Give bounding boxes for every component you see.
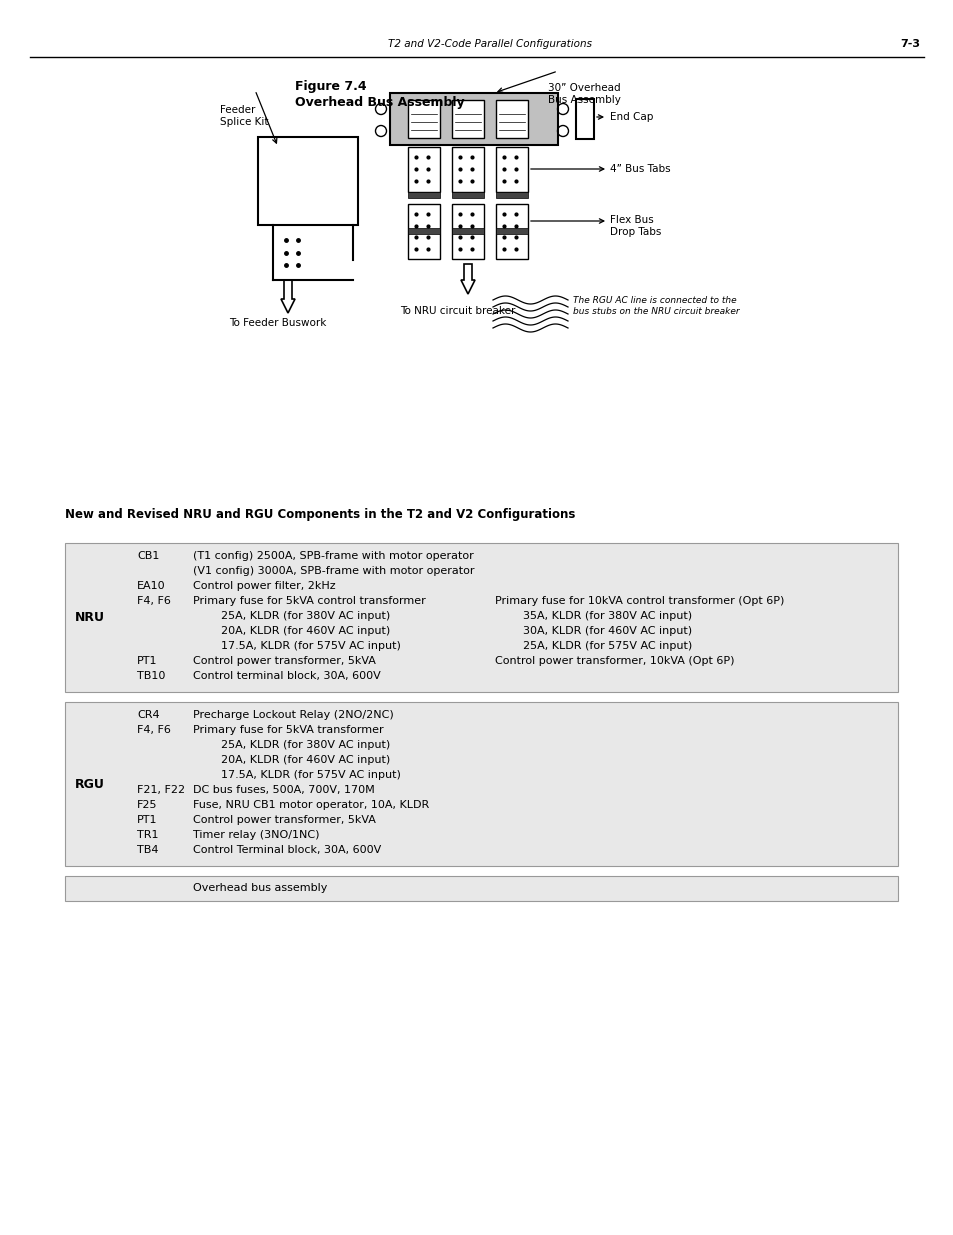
Text: Control terminal block, 30A, 600V: Control terminal block, 30A, 600V — [193, 671, 380, 680]
Bar — [408, 191, 439, 198]
Bar — [408, 228, 439, 233]
Bar — [390, 93, 558, 144]
Bar — [408, 147, 439, 191]
Bar — [408, 100, 439, 138]
Text: PT1: PT1 — [137, 815, 157, 825]
Bar — [452, 204, 483, 259]
Text: Control power transformer, 10kVA (Opt 6P): Control power transformer, 10kVA (Opt 6P… — [495, 656, 734, 666]
Text: 17.5A, KLDR (for 575V AC input): 17.5A, KLDR (for 575V AC input) — [193, 769, 400, 781]
Bar — [65, 701, 897, 866]
Text: (V1 config) 3000A, SPB-frame with motor operator: (V1 config) 3000A, SPB-frame with motor … — [193, 566, 474, 576]
Text: Control power transformer, 5kVA: Control power transformer, 5kVA — [193, 815, 375, 825]
Text: The RGU AC line is connected to the
bus stubs on the NRU circuit breaker: The RGU AC line is connected to the bus … — [573, 296, 739, 316]
Text: CB1: CB1 — [137, 551, 159, 561]
Text: To NRU circuit breaker: To NRU circuit breaker — [400, 306, 516, 316]
Text: Primary fuse for 5kVA transformer: Primary fuse for 5kVA transformer — [193, 725, 383, 735]
Bar — [408, 204, 439, 259]
Text: 25A, KLDR (for 380V AC input): 25A, KLDR (for 380V AC input) — [193, 611, 390, 621]
Bar — [496, 147, 527, 191]
Text: 25A, KLDR (for 575V AC input): 25A, KLDR (for 575V AC input) — [495, 641, 692, 651]
Text: End Cap: End Cap — [609, 112, 653, 122]
Text: Feeder
Splice Kit: Feeder Splice Kit — [220, 105, 268, 127]
Text: Timer relay (3NO/1NC): Timer relay (3NO/1NC) — [193, 830, 319, 840]
Text: CR4: CR4 — [137, 710, 159, 720]
Text: Overhead Bus Assembly: Overhead Bus Assembly — [294, 96, 464, 109]
Text: Fuse, NRU CB1 motor operator, 10A, KLDR: Fuse, NRU CB1 motor operator, 10A, KLDR — [193, 800, 429, 810]
Text: F21, F22: F21, F22 — [137, 785, 185, 795]
Bar — [452, 228, 483, 233]
Bar — [257, 137, 357, 225]
Bar — [496, 204, 527, 259]
FancyArrow shape — [460, 264, 475, 294]
Text: Flex Bus
Drop Tabs: Flex Bus Drop Tabs — [609, 215, 660, 237]
Text: F4, F6: F4, F6 — [137, 597, 171, 606]
Text: PT1: PT1 — [137, 656, 157, 666]
Text: RGU: RGU — [75, 778, 105, 790]
Bar — [496, 191, 527, 198]
Bar — [452, 100, 483, 138]
Text: 35A, KLDR (for 380V AC input): 35A, KLDR (for 380V AC input) — [495, 611, 691, 621]
Text: T2 and V2-Code Parallel Configurations: T2 and V2-Code Parallel Configurations — [388, 40, 592, 49]
Bar — [496, 228, 527, 233]
Bar — [576, 99, 594, 140]
Text: DC bus fuses, 500A, 700V, 170M: DC bus fuses, 500A, 700V, 170M — [193, 785, 375, 795]
Text: (T1 config) 2500A, SPB-frame with motor operator: (T1 config) 2500A, SPB-frame with motor … — [193, 551, 474, 561]
Text: Precharge Lockout Relay (2NO/2NC): Precharge Lockout Relay (2NO/2NC) — [193, 710, 394, 720]
Text: TB4: TB4 — [137, 845, 158, 855]
Text: Overhead bus assembly: Overhead bus assembly — [193, 883, 327, 893]
Text: Figure 7.4: Figure 7.4 — [294, 80, 366, 93]
Text: Control Terminal block, 30A, 600V: Control Terminal block, 30A, 600V — [193, 845, 381, 855]
FancyArrow shape — [281, 280, 294, 312]
Text: Control power filter, 2kHz: Control power filter, 2kHz — [193, 580, 335, 592]
Text: Primary fuse for 5kVA control transformer: Primary fuse for 5kVA control transforme… — [193, 597, 425, 606]
Text: TB10: TB10 — [137, 671, 165, 680]
Bar — [65, 876, 897, 902]
Text: 4” Bus Tabs: 4” Bus Tabs — [609, 164, 670, 174]
Text: Primary fuse for 10kVA control transformer (Opt 6P): Primary fuse for 10kVA control transform… — [495, 597, 783, 606]
Text: EA10: EA10 — [137, 580, 166, 592]
Text: 30” Overhead
Bus Assembly: 30” Overhead Bus Assembly — [547, 83, 620, 105]
Text: TR1: TR1 — [137, 830, 158, 840]
Bar — [452, 147, 483, 191]
Text: 7-3: 7-3 — [899, 40, 919, 49]
Text: 17.5A, KLDR (for 575V AC input): 17.5A, KLDR (for 575V AC input) — [193, 641, 400, 651]
Text: 20A, KLDR (for 460V AC input): 20A, KLDR (for 460V AC input) — [193, 755, 390, 764]
Bar — [65, 543, 897, 692]
Bar — [452, 191, 483, 198]
Text: New and Revised NRU and RGU Components in the T2 and V2 Configurations: New and Revised NRU and RGU Components i… — [65, 508, 575, 521]
Text: F4, F6: F4, F6 — [137, 725, 171, 735]
Text: Control power transformer, 5kVA: Control power transformer, 5kVA — [193, 656, 375, 666]
Text: 20A, KLDR (for 460V AC input): 20A, KLDR (for 460V AC input) — [193, 626, 390, 636]
Text: To Feeder Buswork: To Feeder Buswork — [229, 317, 326, 329]
Text: NRU: NRU — [75, 611, 105, 624]
Text: 30A, KLDR (for 460V AC input): 30A, KLDR (for 460V AC input) — [495, 626, 691, 636]
Text: F25: F25 — [137, 800, 157, 810]
Bar — [496, 100, 527, 138]
Text: 25A, KLDR (for 380V AC input): 25A, KLDR (for 380V AC input) — [193, 740, 390, 750]
